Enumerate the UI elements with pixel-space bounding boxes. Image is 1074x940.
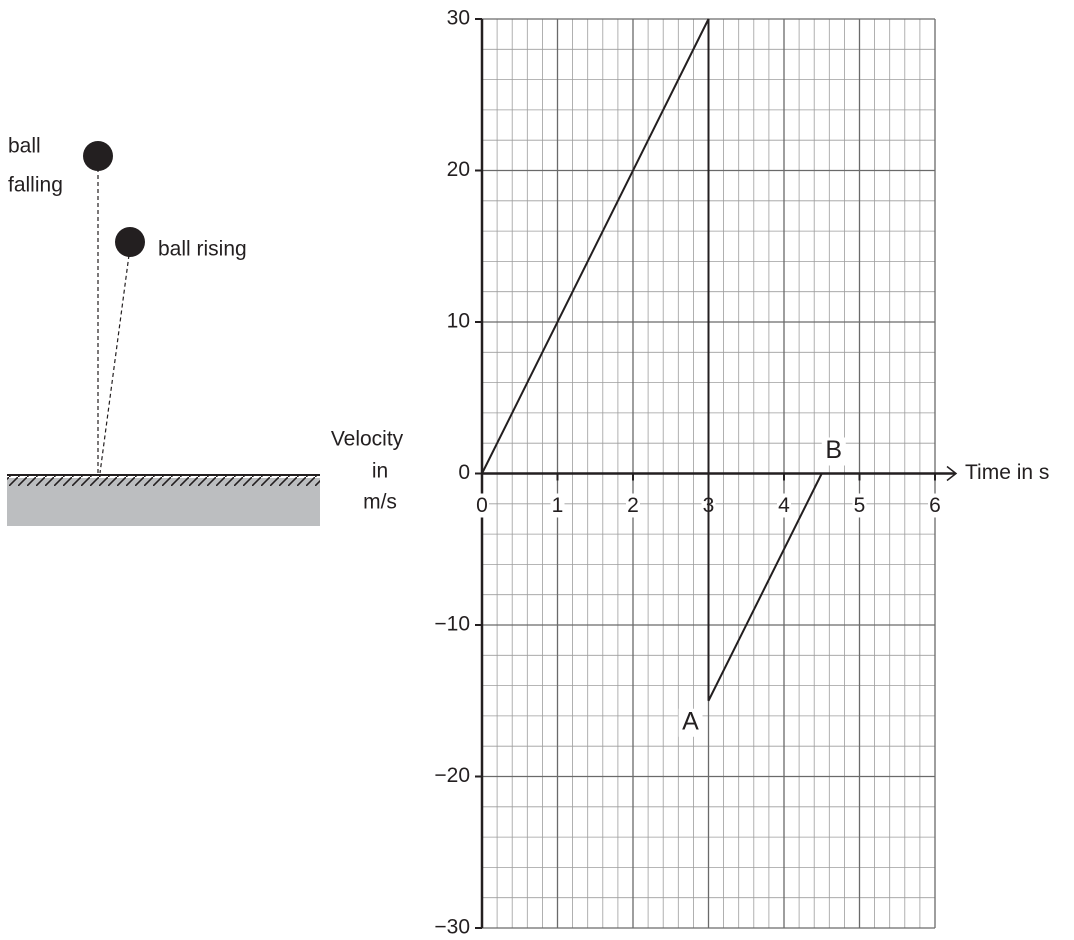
y-tick-label: 0	[458, 461, 470, 484]
y-tick-label: −10	[434, 613, 470, 636]
x-tick-label: 2	[627, 494, 639, 517]
y-axis-label: in	[372, 460, 388, 483]
x-tick-label: 6	[929, 494, 941, 517]
point-label: B	[825, 436, 842, 464]
x-tick-label: 4	[778, 494, 790, 517]
rising-label: ball rising	[158, 238, 247, 261]
ball-diagram: ball falling ball rising	[7, 135, 320, 526]
y-axis-label: Velocity	[331, 428, 404, 451]
rising-path	[100, 255, 129, 473]
x-tick-label: 1	[552, 494, 564, 517]
y-tick-label: 30	[447, 7, 470, 30]
y-tick-label: −20	[434, 764, 470, 787]
falling-label: falling	[8, 174, 63, 197]
x-tick-label: 0	[476, 494, 488, 517]
ball-rising	[115, 227, 145, 257]
y-tick-label: 10	[447, 310, 470, 333]
falling-label: ball	[8, 135, 41, 158]
y-tick-label: 20	[447, 158, 470, 181]
x-axis-label: Time in s	[965, 461, 1049, 484]
y-axis-label: m/s	[363, 491, 397, 514]
page: ball falling ball rising Velocity in m/s…	[0, 0, 1074, 940]
velocity-line	[482, 19, 822, 701]
ground-hatch	[7, 476, 320, 486]
ball-falling	[83, 141, 113, 171]
y-tick-label: −30	[434, 916, 470, 939]
x-tick-label: 5	[854, 494, 866, 517]
point-label: A	[682, 707, 699, 735]
